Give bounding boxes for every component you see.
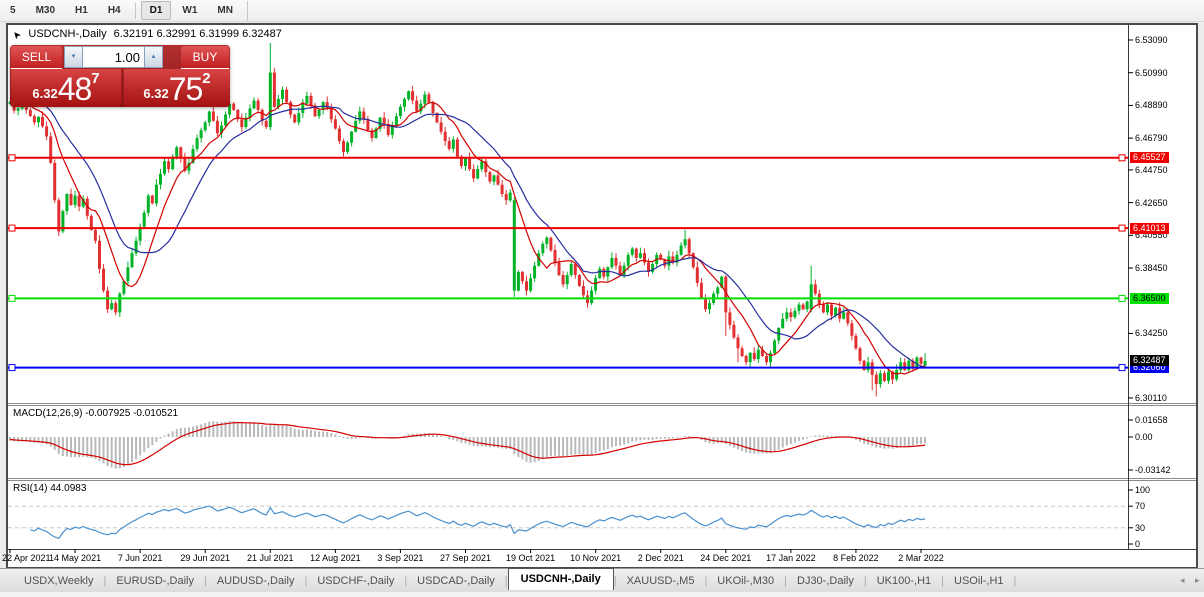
tab-separator: |	[1013, 574, 1017, 587]
tab-audusd-daily[interactable]: AUDUSD-,Daily	[216, 574, 295, 587]
price-axis-label: 6.40550	[1135, 230, 1168, 241]
volume-decrease-icon[interactable]: ▾	[64, 46, 83, 68]
tab-dj30-daily[interactable]: DJ30-,Daily	[797, 574, 854, 587]
tab-separator: |	[103, 574, 107, 587]
tab-separator: |	[704, 574, 708, 587]
timeframe-toolbar: 5 M30 H1 H4 D1 W1 MN	[0, 0, 1204, 22]
tab-separator: |	[784, 574, 787, 587]
price-axis-label: 6.42650	[1135, 197, 1168, 208]
date-axis-label: 7 Jun 2021	[117, 553, 163, 563]
price-axis-label: 6.50990	[1135, 67, 1168, 78]
date-axis-label: 2 Dec 2021	[637, 553, 684, 563]
chart-title-bar: ➤ USDCNH-,Daily 6.32191 6.32991 6.31999 …	[10, 27, 282, 41]
rsi-indicator-label: RSI(14) 44.0983	[13, 483, 87, 494]
tf-button-W1[interactable]: W1	[182, 5, 198, 16]
price-axis-label: 6.30110	[1135, 392, 1167, 403]
tab-separator: |	[613, 574, 617, 587]
tf-button-D1[interactable]: D1	[140, 1, 172, 20]
date-axis-label: 29 Jun 2021	[180, 553, 230, 563]
chart-symbol-title: USDCNH-,Daily	[28, 28, 107, 40]
tab-separator: |	[203, 574, 207, 587]
hline-price-tag: 6.32060	[1130, 362, 1169, 374]
toolbar-separator	[134, 2, 136, 19]
bid-price-prefix: 6.32	[32, 86, 58, 101]
macd-indicator-label: MACD(12,26,9) -0.007925 -0.010521	[13, 408, 179, 419]
date-axis-label: 24 Dec 2021	[700, 553, 752, 563]
tab-usoil-h1[interactable]: USOil-,H1	[954, 574, 1004, 587]
date-axis-label: 3 Sep 2021	[377, 553, 424, 563]
ask-price-prefix: 6.32	[143, 86, 169, 101]
tab-separator: |	[863, 574, 867, 587]
tab-separator: |	[304, 574, 308, 587]
tab-usdx-weekly[interactable]: USDX,Weekly	[24, 574, 94, 587]
date-axis-label: 17 Jan 2022	[766, 553, 816, 563]
buy-button[interactable]: BUY	[181, 46, 229, 69]
rsi-axis-label: 0	[1135, 539, 1141, 549]
sell-button[interactable]: SELL	[11, 46, 62, 69]
rsi-axis-label: 100	[1135, 485, 1151, 495]
tab-scroll-left-icon[interactable]: ◂	[1180, 575, 1185, 585]
date-axis-label: 2 Mar 2022	[898, 553, 944, 563]
status-strip	[0, 592, 1204, 597]
hline-price-tag: 6.36500	[1130, 292, 1169, 304]
date-axis-label: 8 Feb 2022	[833, 553, 879, 563]
tab-scroll-right-icon[interactable]: ▸	[1195, 575, 1200, 585]
current-price-tag: 6.32487	[1130, 355, 1169, 367]
price-axis-label: 6.44750	[1135, 164, 1168, 175]
tab-usdcnh-daily[interactable]: USDCNH-,Daily	[507, 568, 614, 590]
macd-axis-label: 0.01658	[1135, 415, 1168, 425]
tab-separator: |	[941, 574, 944, 587]
tf-button-MN[interactable]: MN	[217, 5, 233, 16]
chart-ohlc-values: 6.32191 6.32991 6.31999 6.32487	[113, 28, 282, 40]
tab-usdcad-daily[interactable]: USDCAD-,Daily	[417, 574, 495, 587]
tab-eurusd-daily[interactable]: EURUSD-,Daily	[116, 574, 194, 587]
tf-button-M30[interactable]: M30	[35, 5, 56, 16]
tab-xauusd-m5[interactable]: XAUUSD-,M5	[626, 574, 695, 587]
volume-stepper[interactable]: ▾ ▴	[64, 46, 163, 68]
rsi-axis-label: 30	[1135, 522, 1146, 533]
price-axis-label: 6.46790	[1135, 133, 1168, 144]
symbol-tab-bar: USDX,Weekly | EURUSD-,Daily | AUDUSD-,Daily |…	[0, 568, 1204, 592]
bid-price-main: 48	[57, 71, 93, 107]
sell-price-display[interactable]: 6.32 48 7	[11, 69, 121, 107]
date-axis-label: 14 May 2021	[49, 553, 102, 563]
date-axis-label: 10 Nov 2021	[570, 553, 622, 563]
tab-usdchf-daily[interactable]: USDCHF-,Daily	[317, 574, 395, 587]
tab-separator: |	[504, 574, 508, 587]
price-axis-label: 6.34250	[1135, 328, 1168, 339]
tab-separator: |	[404, 574, 408, 587]
price-axis-label: 6.38450	[1135, 263, 1168, 274]
ask-price-main: 75	[168, 71, 204, 107]
date-axis-label: 27 Sep 2021	[439, 553, 492, 563]
chart-cursor-icon: ➤	[10, 27, 25, 41]
buy-price-display[interactable]: 6.32 75 2	[124, 69, 230, 107]
tf-button-H1[interactable]: H1	[75, 5, 88, 16]
price-axis-label: 6.53090	[1135, 35, 1168, 45]
bid-price-pip: 7	[91, 70, 100, 87]
tf-button-5[interactable]: 5	[10, 5, 16, 16]
date-axis-label: 19 Oct 2021	[506, 553, 556, 563]
date-axis-label: 22 Apr 2021	[2, 553, 51, 563]
macd-axis-label: -0.03142	[1135, 465, 1171, 475]
hline-price-tag: 6.45527	[1130, 152, 1169, 164]
ask-price-pip: 2	[202, 70, 211, 87]
date-axis-label: 21 Jul 2021	[247, 553, 294, 563]
macd-axis-label: 0.00	[1135, 432, 1153, 442]
volume-input[interactable]	[83, 46, 144, 68]
price-axis-label: 6.48890	[1135, 100, 1168, 111]
date-axis-label: 12 Aug 2021	[310, 553, 361, 563]
volume-increase-icon[interactable]: ▴	[144, 46, 163, 68]
toolbar-separator	[246, 0, 248, 21]
rsi-axis-label: 70	[1135, 501, 1146, 512]
tab-ukoil-m30[interactable]: UKOil-,M30	[717, 574, 775, 587]
tf-button-H4[interactable]: H4	[107, 5, 121, 16]
tab-uk100-h1[interactable]: UK100-,H1	[876, 574, 932, 587]
hline-price-tag: 6.41013	[1130, 222, 1169, 234]
